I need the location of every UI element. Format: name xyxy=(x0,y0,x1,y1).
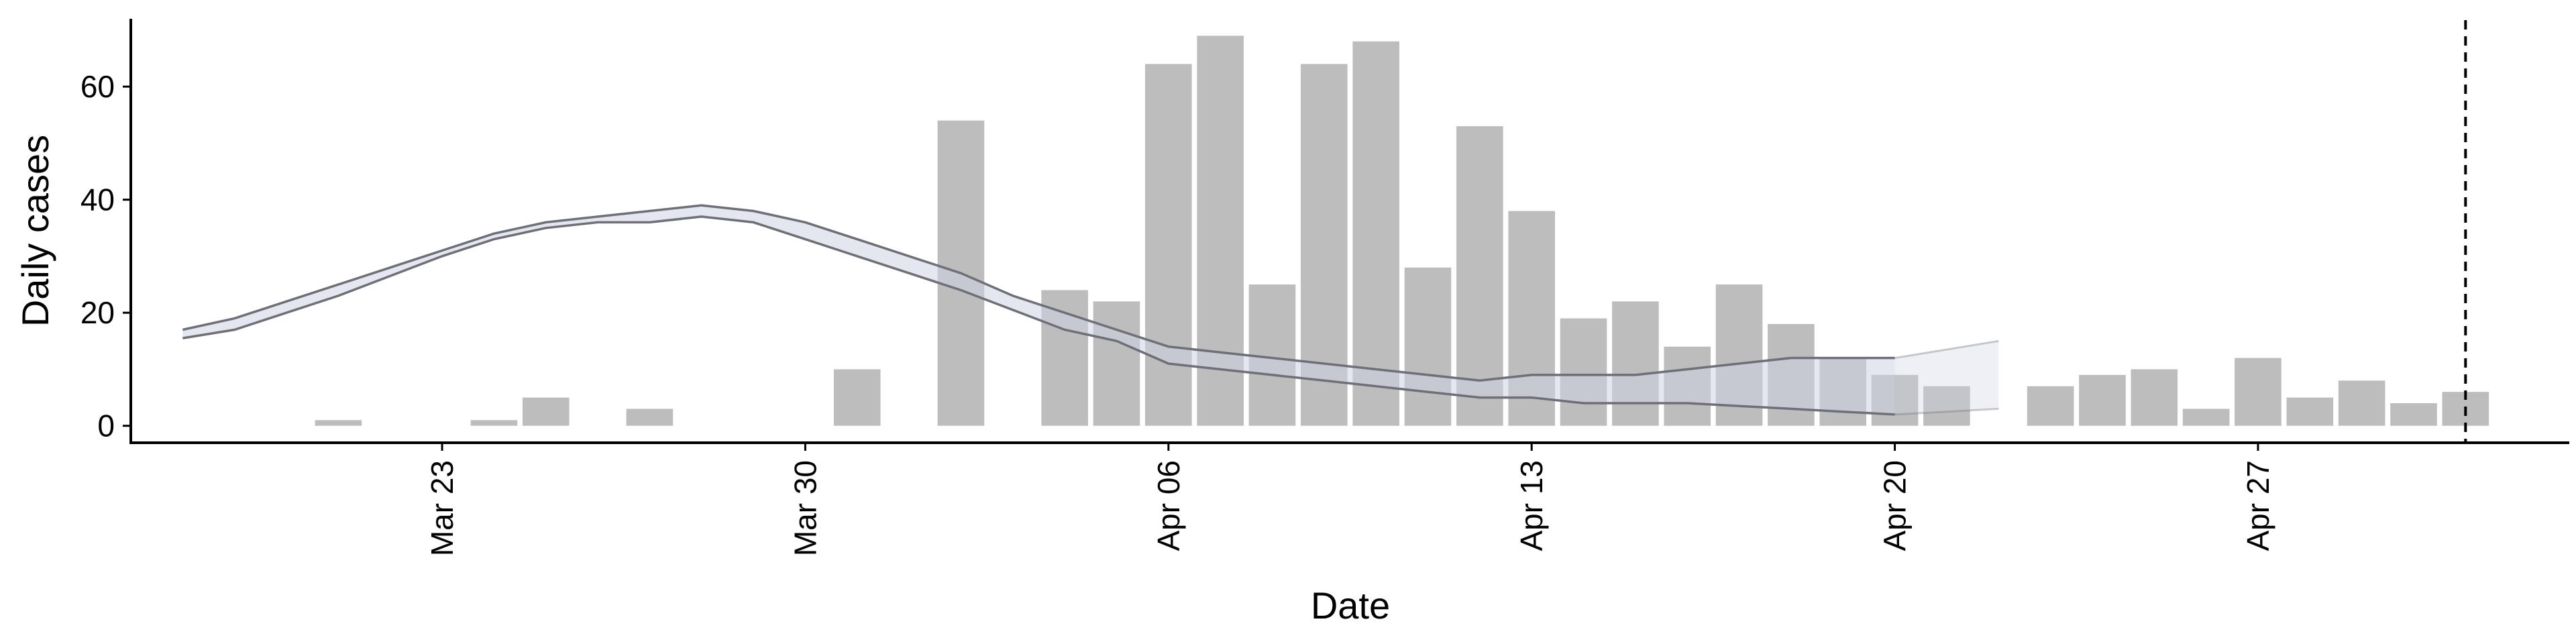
bar-2020-04-29 xyxy=(2338,380,2385,426)
bar-2020-04-10 xyxy=(1352,41,1399,426)
bars-layer xyxy=(315,36,2489,426)
forecast-band-extension xyxy=(1894,341,1999,415)
band-extension-lower-line xyxy=(1894,407,1999,416)
bar-2020-04-25 xyxy=(2131,369,2178,426)
bar-2020-04-27 xyxy=(2235,358,2282,426)
bar-2020-03-31 xyxy=(833,369,881,426)
x-tick-label: Apr 20 xyxy=(1878,460,1913,551)
bar-2020-04-23 xyxy=(2027,386,2074,426)
bar-2020-04-05 xyxy=(1093,301,1140,426)
y-tick-label: 20 xyxy=(80,295,115,330)
bar-2020-04-26 xyxy=(2182,409,2230,426)
x-axis-title: Date xyxy=(1311,584,1390,627)
band-upper-line xyxy=(182,204,1895,382)
x-tick-label: Apr 06 xyxy=(1151,460,1186,551)
band-lower-line xyxy=(182,215,1895,416)
band-extension-upper-line xyxy=(1894,339,1999,360)
bar-2020-03-27 xyxy=(626,409,674,426)
bar-2020-04-12 xyxy=(1456,126,1503,426)
bar-2020-03-24 xyxy=(470,420,518,426)
bar-2020-04-30 xyxy=(2390,403,2437,426)
bar-2020-04-15 xyxy=(1612,301,1659,426)
y-tick-label: 40 xyxy=(80,182,115,217)
x-tick-label: Apr 13 xyxy=(1514,460,1549,551)
bar-2020-03-21 xyxy=(315,420,362,426)
bar-2020-04-11 xyxy=(1404,267,1452,426)
forecast-band xyxy=(182,205,1895,415)
bar-2020-03-25 xyxy=(522,397,570,426)
bar-2020-04-21 xyxy=(1923,386,1970,426)
bar-2020-04-14 xyxy=(1560,318,1607,426)
x-tick-label: Apr 27 xyxy=(2241,460,2275,551)
bar-2020-04-24 xyxy=(2079,374,2126,426)
bar-2020-04-06 xyxy=(1145,64,1192,426)
x-ticks: Mar 23 Mar 30 Apr 06 Apr 13 Apr 20 Apr 27 xyxy=(425,443,2275,556)
y-tick-label: 60 xyxy=(80,69,115,104)
axes-layer xyxy=(129,19,2569,444)
y-tick-label: 0 xyxy=(97,409,115,443)
bar-2020-04-28 xyxy=(2286,397,2334,426)
y-ticks: 0 20 40 60 xyxy=(80,69,131,443)
x-tick-label: Mar 30 xyxy=(788,460,822,556)
band-layer xyxy=(182,204,1999,416)
y-axis-title: Daily cases xyxy=(14,135,56,327)
x-tick-label: Mar 23 xyxy=(425,460,460,556)
